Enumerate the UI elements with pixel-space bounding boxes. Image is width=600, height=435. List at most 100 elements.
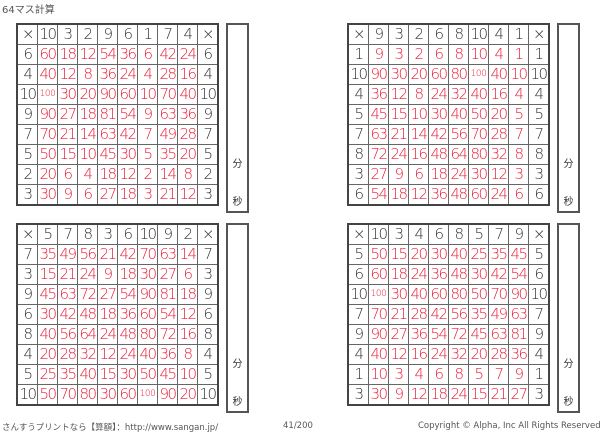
row-number: 1 [528, 44, 550, 65]
answer-cell: 20 [177, 144, 198, 165]
answer-cell: 10 [508, 64, 529, 85]
column-number: 10 [137, 223, 158, 245]
answer-cell: 25 [37, 364, 58, 385]
grid-row: 9 90 27 18 81 54 9 63 36 9 [16, 104, 219, 125]
column-number: 1 [137, 23, 158, 45]
row-number: 10 [16, 84, 38, 105]
answer-cell: 70 [57, 384, 78, 406]
row-number: 9 [197, 284, 219, 305]
answer-cell: 24 [117, 64, 138, 85]
answer-cell: 8 [177, 164, 198, 185]
grid-row: 6 60 18 24 36 48 30 42 54 6 [347, 264, 550, 285]
answer-cell: 30 [468, 164, 489, 185]
answer-cell: 80 [448, 284, 469, 305]
answer-cell: 30 [368, 384, 389, 406]
row-number: 3 [197, 184, 219, 206]
answer-cell: 50 [37, 384, 58, 406]
row-number: 8 [347, 144, 369, 165]
answer-cell: 40 [408, 284, 429, 305]
row-number: 9 [347, 324, 369, 345]
row-number: 5 [197, 364, 219, 385]
answer-cell: 18 [388, 264, 409, 285]
row-number: 4 [528, 344, 550, 365]
answer-cell: 90 [37, 104, 58, 125]
answer-cell: 12 [408, 184, 429, 206]
column-number: 2 [77, 23, 98, 45]
answer-cell: 32 [488, 144, 509, 165]
times-symbol: × [197, 223, 219, 245]
answer-cell: 72 [77, 284, 98, 305]
row-number: 9 [197, 104, 219, 125]
answer-cell: 10 [368, 364, 389, 385]
answer-cell: 14 [408, 124, 429, 145]
grid-row: 6 54 18 12 36 48 60 24 6 6 [347, 184, 550, 206]
answer-cell: 18 [97, 304, 118, 325]
answer-cell: 63 [488, 324, 509, 345]
answer-cell: 18 [177, 284, 198, 305]
answer-cell: 40 [448, 104, 469, 125]
answer-cell: 42 [57, 304, 78, 325]
times-symbol: × [16, 223, 38, 245]
answer-cell: 63 [157, 244, 178, 265]
answer-cell: 30 [117, 364, 138, 385]
answer-cell: 36 [97, 64, 118, 85]
answer-cell: 80 [77, 384, 98, 406]
time-box-1: 分 秒 [226, 23, 249, 213]
row-number: 10 [347, 64, 369, 85]
answer-cell: 9 [388, 384, 409, 406]
time-box-2: 分 秒 [557, 23, 580, 213]
row-number: 10 [16, 384, 38, 406]
answer-cell: 49 [157, 124, 178, 145]
page-number: 41/200 [283, 421, 313, 431]
answer-cell: 42 [488, 264, 509, 285]
row-number: 4 [347, 84, 369, 105]
answer-cell: 40 [37, 64, 58, 85]
answer-cell: 50 [468, 104, 489, 125]
row-number: 1 [347, 44, 369, 65]
minute-label: 分 [232, 159, 243, 170]
answer-cell: 15 [388, 244, 409, 265]
footer-site-link[interactable]: さんすうプリントなら【算額】：http://www.sangan.jp/ [2, 423, 219, 433]
answer-cell: 6 [57, 164, 78, 185]
answer-cell: 64 [448, 144, 469, 165]
answer-cell: 81 [157, 284, 178, 305]
row-number: 4 [528, 84, 550, 105]
row-number: 10 [528, 284, 550, 305]
answer-cell: 18 [97, 164, 118, 185]
answer-cell: 20 [37, 344, 58, 365]
answer-cell: 50 [468, 284, 489, 305]
answer-cell: 36 [368, 84, 389, 105]
grid-row: 8 72 24 16 48 64 80 32 8 8 [347, 144, 550, 165]
answer-cell: 40 [177, 84, 198, 105]
answer-cell: 56 [448, 124, 469, 145]
answer-cell: 30 [468, 264, 489, 285]
answer-cell: 27 [157, 264, 178, 285]
answer-cell: 45 [37, 284, 58, 305]
answer-cell: 12 [388, 84, 409, 105]
row-number: 6 [16, 44, 38, 65]
answer-cell: 80 [448, 64, 469, 85]
answer-cell: 60 [137, 304, 158, 325]
grid-row: 6 30 42 48 18 36 60 54 12 6 [16, 304, 219, 325]
answer-cell: 10 [468, 44, 489, 65]
answer-cell: 24 [388, 144, 409, 165]
header-row: × 5 7 8 3 6 10 9 2 × [16, 223, 219, 245]
grid-row: 1 10 3 4 6 8 5 7 9 1 [347, 364, 550, 385]
answer-cell: 36 [157, 344, 178, 365]
answer-cell: 28 [57, 344, 78, 365]
column-number: 8 [448, 223, 469, 245]
answer-cell: 18 [428, 384, 449, 406]
column-number: 7 [157, 23, 178, 45]
column-number: 8 [77, 223, 98, 245]
row-number: 9 [528, 324, 550, 345]
answer-cell: 30 [57, 84, 78, 105]
answer-cell: 3 [388, 364, 409, 385]
answer-cell: 10 [137, 84, 158, 105]
grid-row: 7 70 21 14 63 42 7 49 28 7 [16, 124, 219, 145]
answer-cell: 24 [448, 384, 469, 406]
answer-cell: 8 [448, 44, 469, 65]
worksheet-title: 64マス計算 [2, 5, 55, 16]
answer-cell: 60 [368, 264, 389, 285]
answer-cell: 18 [57, 44, 78, 65]
grid-row: 6 60 18 12 54 36 6 42 24 6 [16, 44, 219, 65]
